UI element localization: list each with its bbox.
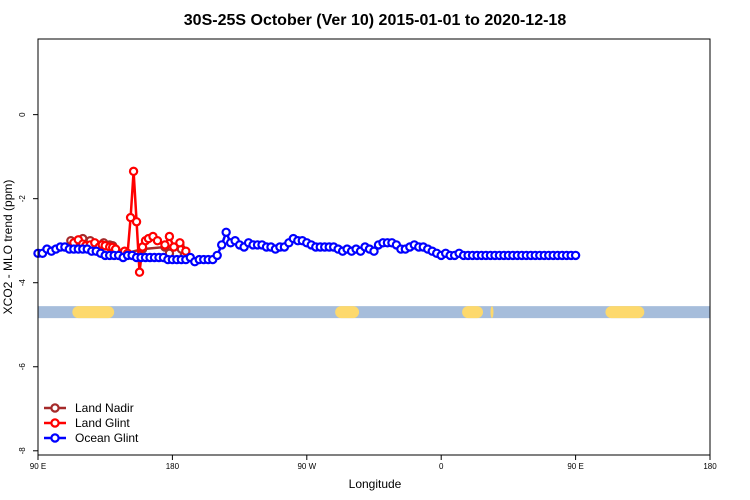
legend-label: Land Glint (75, 416, 130, 430)
legend-marker (50, 403, 60, 413)
data-point-land-glint (152, 235, 163, 246)
data-point-land-glint (169, 242, 179, 252)
land-segment (462, 306, 484, 319)
legend-item-land-nadir: Land Nadir (44, 401, 134, 415)
legend-label: Ocean Glint (75, 431, 139, 445)
x-tick-label: 0 (439, 462, 444, 471)
x-tick-label: 180 (166, 462, 180, 471)
y-tick-label: -8 (18, 447, 27, 455)
data-point-land-glint (175, 238, 185, 248)
x-tick-label: 90 E (567, 462, 583, 471)
legend-item-ocean-glint: Ocean Glint (44, 431, 139, 445)
data-point-land-glint (125, 212, 136, 223)
legend-label: Land Nadir (75, 401, 134, 415)
series-ocean-glint (33, 227, 581, 267)
land-segment (72, 306, 115, 319)
legend-item-land-glint: Land Glint (44, 416, 130, 430)
land-segment (605, 306, 645, 319)
land-segment (490, 306, 494, 319)
land-segment (335, 306, 360, 319)
legend-marker (50, 433, 60, 443)
series-land-glint (69, 166, 191, 277)
legend-marker (50, 418, 60, 428)
y-tick-label: -2 (18, 195, 27, 203)
y-tick-label: -6 (18, 363, 27, 371)
plot-area (33, 166, 710, 319)
x-axis-label: Longitude (349, 477, 402, 491)
data-point-land-glint (164, 231, 175, 242)
data-point-land-glint (134, 267, 145, 277)
plot-frame (37, 38, 711, 456)
data-point-ocean-glint (570, 250, 581, 261)
data-point-ocean-glint (212, 250, 222, 261)
y-tick-label: -4 (18, 279, 27, 287)
x-tick-label: 180 (703, 462, 717, 471)
x-axis: 90 E 180 90 W 0 90 E 180 (30, 455, 717, 471)
x-tick-label: 90 W (297, 462, 316, 471)
data-point-land-glint (160, 240, 170, 250)
data-point-ocean-glint (369, 246, 379, 256)
data-point-ocean-glint (216, 240, 227, 250)
y-axis: 0 -2 -4 -6 -8 (18, 112, 38, 454)
y-axis-label: XCO2 - MLO trend (ppm) (1, 180, 15, 315)
x-tick-label: 90 E (30, 462, 46, 471)
data-point-land-glint (181, 246, 191, 256)
data-point-land-glint (128, 166, 139, 177)
y-tick-label: 0 (18, 112, 27, 117)
data-point-ocean-glint (221, 227, 231, 237)
chart-title: 30S-25S October (Ver 10) 2015-01-01 to 2… (184, 12, 567, 29)
ocean-band (38, 306, 710, 319)
data-point-land-glint (131, 217, 142, 227)
